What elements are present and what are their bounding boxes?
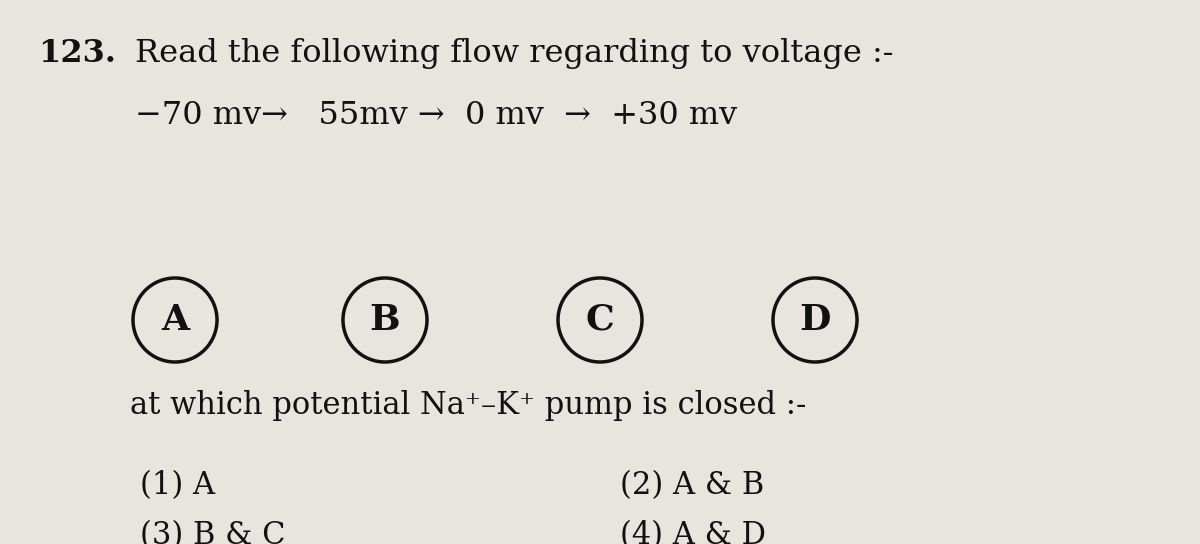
Text: (4) A & D: (4) A & D: [620, 520, 766, 544]
Text: (3) B & C: (3) B & C: [140, 520, 286, 544]
Text: Read the following flow regarding to voltage :-: Read the following flow regarding to vol…: [134, 38, 894, 69]
Text: C: C: [586, 303, 614, 337]
Text: A: A: [161, 303, 190, 337]
Text: (1) A: (1) A: [140, 470, 215, 501]
Text: −70 mv→   55mv →  0 mv  →  +30 mv: −70 mv→ 55mv → 0 mv → +30 mv: [134, 100, 737, 131]
Text: B: B: [370, 303, 401, 337]
Text: D: D: [799, 303, 830, 337]
Text: at which potential Na⁺–K⁺ pump is closed :-: at which potential Na⁺–K⁺ pump is closed…: [130, 390, 806, 421]
Text: 123.: 123.: [38, 38, 116, 69]
Text: (2) A & B: (2) A & B: [620, 470, 764, 501]
